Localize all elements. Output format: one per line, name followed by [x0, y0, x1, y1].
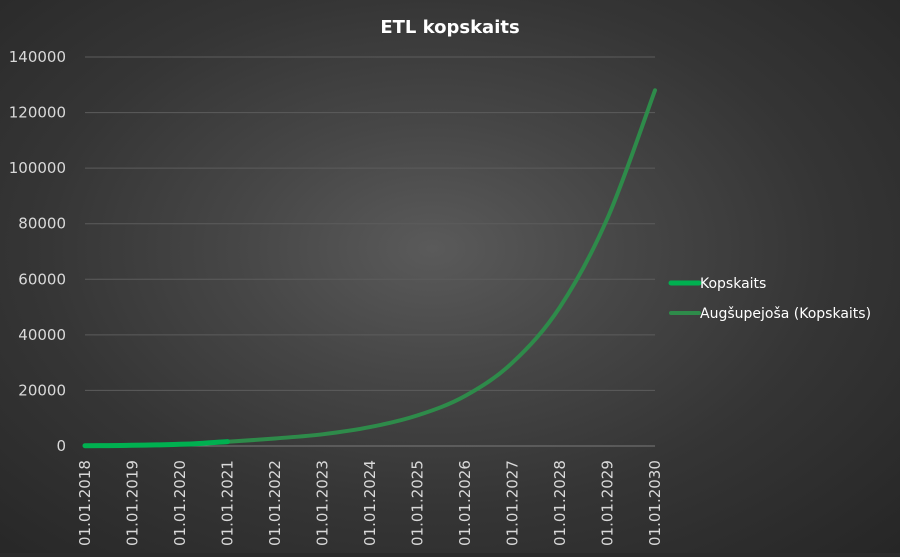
- gridlines: [85, 56, 655, 447]
- x-tick-label: 01.01.2021: [219, 460, 237, 546]
- x-tick-label: 01.01.2018: [76, 460, 94, 546]
- y-tick-label: 60000: [18, 270, 66, 288]
- legend-label: Augšupejoša (Kopskaits): [700, 306, 871, 322]
- y-tick-label: 20000: [18, 381, 66, 399]
- x-tick-label: 01.01.2022: [266, 460, 284, 546]
- x-tick-label: 01.01.2026: [456, 460, 474, 546]
- x-tick-label: 01.01.2019: [123, 460, 141, 546]
- x-tick-label: 01.01.2025: [409, 460, 427, 546]
- y-tick-label: 100000: [9, 159, 66, 177]
- legend[interactable]: Kopskaits Augšupejoša (Kopskaits): [668, 276, 871, 322]
- y-tick-label: 0: [56, 437, 66, 455]
- x-tick-label: 01.01.2028: [551, 460, 569, 546]
- y-tick-label: 40000: [18, 326, 66, 344]
- x-tick-label: 01.01.2027: [503, 460, 521, 546]
- chart-title: ETL kopskaits: [380, 17, 519, 38]
- x-tick-label: 01.01.2029: [599, 460, 617, 546]
- y-axis-tick-labels: 0 20000 40000 60000 80000 100000 120000 140000: [9, 48, 66, 455]
- x-tick-label: 01.01.2020: [171, 460, 189, 546]
- x-tick-label: 01.01.2024: [361, 460, 379, 546]
- x-axis-tick-labels: 01.01.2018 01.01.2019 01.01.2020 01.01.2021…: [76, 460, 664, 546]
- series-lines: [82, 88, 657, 449]
- x-tick-label: 01.01.2030: [646, 460, 664, 546]
- y-tick-label: 120000: [9, 104, 66, 122]
- y-tick-label: 80000: [18, 215, 66, 233]
- y-tick-label: 140000: [9, 48, 66, 66]
- legend-label: Kopskaits: [700, 276, 766, 292]
- x-tick-label: 01.01.2023: [313, 460, 331, 546]
- series-line-1: [225, 88, 657, 444]
- series-line-0: [82, 439, 230, 449]
